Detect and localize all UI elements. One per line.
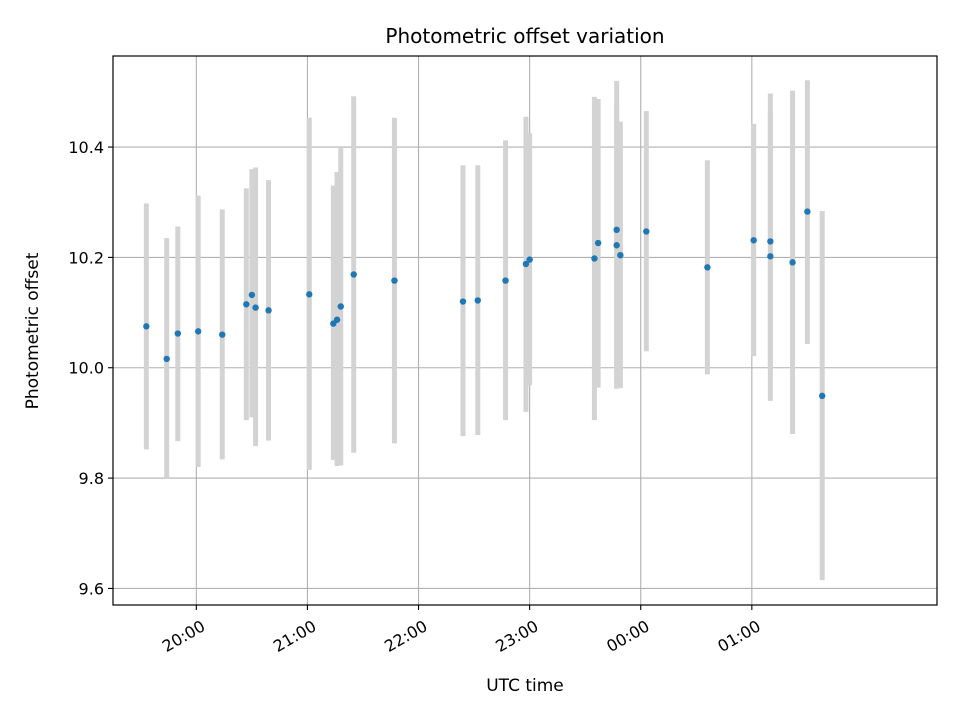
data-point [818, 392, 826, 400]
data-point [789, 259, 796, 266]
data-point [526, 256, 533, 263]
y-tick-label: 9.8 [79, 469, 104, 488]
x-tick-label: 00:00 [603, 616, 652, 656]
data-point [704, 264, 711, 271]
y-tick-label: 10.0 [68, 359, 104, 378]
chart-title: Photometric offset variation [385, 24, 664, 48]
y-tick-label: 10.2 [68, 248, 104, 267]
y-tick-label: 9.6 [79, 579, 104, 598]
data-point [248, 291, 256, 299]
data-point [613, 226, 620, 234]
data-point [219, 331, 226, 338]
data-points [143, 208, 826, 400]
axis-ticks: 9.6 9.8 10.0 10.2 10.4 20:00 21:00 22:00 23:00 00… [68, 138, 763, 656]
y-axis-label: Photometric offset [23, 252, 43, 409]
data-point [502, 277, 509, 284]
data-point [143, 323, 150, 330]
data-point [350, 271, 357, 278]
x-tick-label: 20:00 [159, 616, 208, 656]
data-point [391, 277, 398, 284]
data-point [613, 242, 620, 249]
data-point [594, 239, 602, 247]
x-tick-label: 22:00 [381, 616, 430, 656]
data-point [174, 330, 182, 337]
data-point [194, 328, 202, 335]
error-bars [143, 80, 825, 581]
data-point [337, 303, 344, 310]
data-point [163, 355, 170, 363]
x-axis-label: UTC time [486, 676, 564, 696]
data-point [767, 238, 774, 245]
x-tick-label: 01:00 [714, 616, 763, 656]
data-point [750, 237, 757, 244]
x-tick-label: 21:00 [270, 616, 319, 656]
data-point [306, 291, 313, 298]
data-point [265, 307, 272, 314]
data-point [591, 255, 598, 262]
data-point [252, 304, 259, 311]
data-point [459, 298, 467, 305]
y-tick-label: 10.4 [68, 138, 104, 157]
data-point [804, 208, 811, 215]
data-point [474, 297, 481, 304]
data-point [643, 228, 650, 235]
data-point [767, 253, 774, 260]
data-point [617, 251, 624, 259]
plot-frame [112, 55, 938, 606]
data-point [333, 316, 341, 323]
x-tick-label: 23:00 [492, 616, 541, 656]
data-point [243, 301, 250, 308]
data-point [522, 260, 530, 268]
